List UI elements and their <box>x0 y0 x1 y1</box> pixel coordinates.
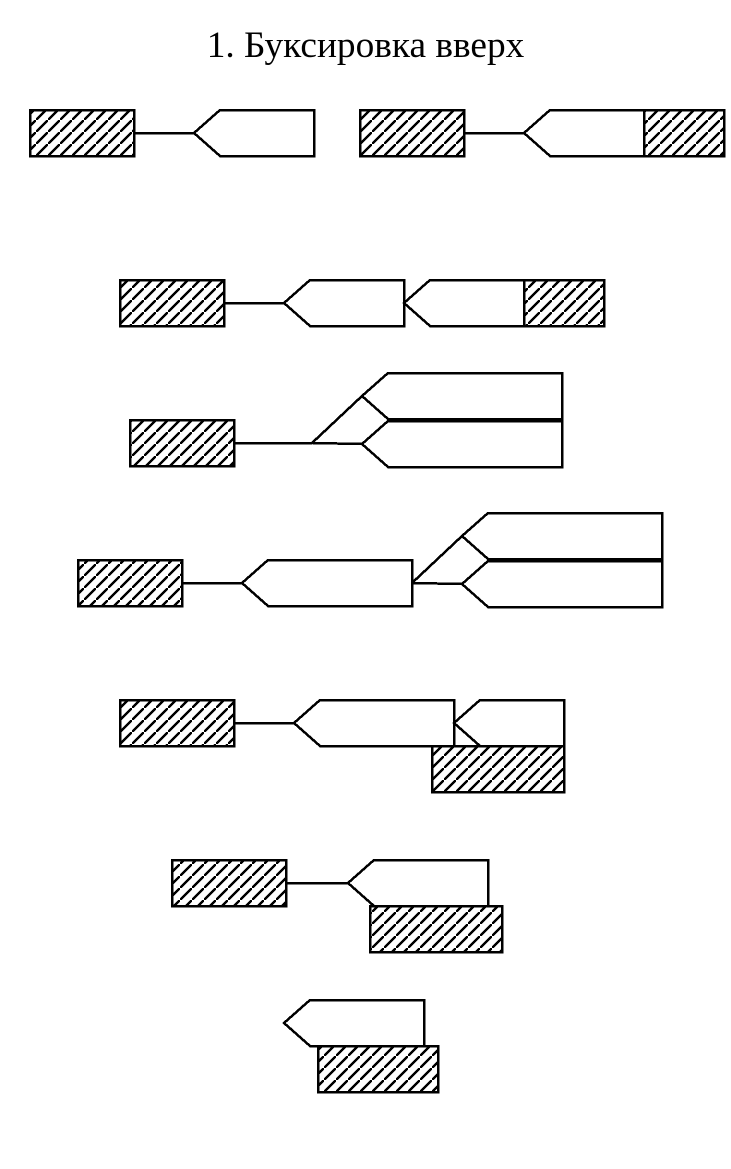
tow-fork <box>412 583 462 584</box>
tow-fork <box>312 396 362 443</box>
barge <box>644 110 724 156</box>
ship-hull <box>362 421 562 467</box>
ship-hull <box>462 513 662 559</box>
towing-diagram <box>0 0 731 1169</box>
tug-vessel <box>78 560 182 606</box>
barge-alongside <box>318 1046 438 1092</box>
tug-vessel <box>120 280 224 326</box>
ship-hull <box>348 860 488 906</box>
barge <box>524 280 604 326</box>
ship-hull <box>362 373 562 419</box>
tug-vessel <box>30 110 134 156</box>
ship-hull <box>462 561 662 607</box>
tug-vessel <box>172 860 286 906</box>
ship-hull <box>284 280 404 326</box>
ship-hull <box>404 280 524 326</box>
ship-hull <box>454 700 564 746</box>
ship-hull <box>284 1000 424 1046</box>
tow-fork <box>412 536 462 583</box>
ship-hull <box>524 110 644 156</box>
ship-hull <box>194 110 314 156</box>
barge-alongside <box>370 906 502 952</box>
tow-fork <box>312 443 362 444</box>
ship-hull <box>242 560 412 606</box>
tug-vessel <box>360 110 464 156</box>
tug-vessel <box>130 420 234 466</box>
barge-alongside <box>432 746 564 792</box>
tug-vessel <box>120 700 234 746</box>
ship-hull <box>294 700 454 746</box>
